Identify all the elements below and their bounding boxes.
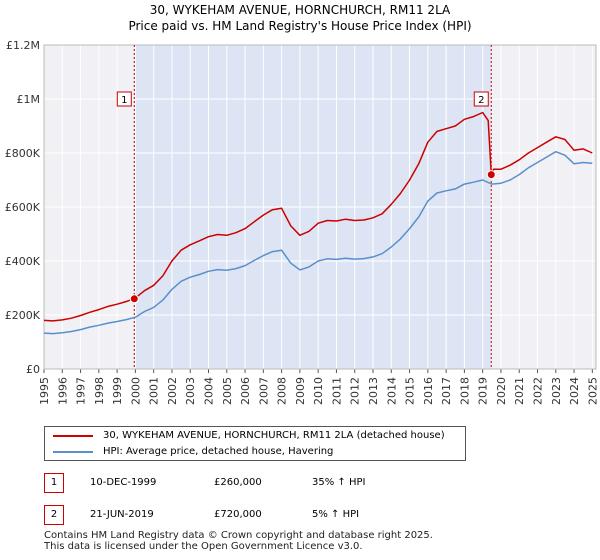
y-tick-label: £1.2M <box>6 39 40 52</box>
transaction-label-box <box>473 91 489 107</box>
transaction-hpi: 5% ↑ HPI <box>312 509 360 520</box>
transaction-label-box <box>116 91 132 107</box>
y-tick-label: £400K <box>5 255 41 268</box>
hpi-line <box>43 150 593 335</box>
footer-copyright: Contains HM Land Registry data © Crown c… <box>44 530 433 541</box>
x-tick-label: 2021 <box>513 377 526 405</box>
y-tick-label: £600K <box>5 201 41 214</box>
x-tick-label: 1998 <box>93 377 106 405</box>
transaction-label: 1 <box>121 95 127 106</box>
x-tick-label: 2022 <box>532 377 545 405</box>
x-tick-label: 2014 <box>385 377 398 405</box>
y-tick-label: £1M <box>17 93 41 106</box>
transaction-badge: 1 <box>44 473 64 493</box>
transaction-point <box>486 170 496 180</box>
y-tick-label: £200K <box>5 309 41 322</box>
transaction-point <box>129 294 139 304</box>
x-tick-label: 2017 <box>440 377 453 405</box>
x-tick-label: 2018 <box>458 377 471 405</box>
legend: 30, WYKEHAM AVENUE, HORNCHURCH, RM11 2LA… <box>44 426 466 461</box>
x-tick-label: 2012 <box>349 377 362 405</box>
x-tick-label: 2015 <box>404 377 417 405</box>
x-tick-label: 2008 <box>276 377 289 405</box>
x-tick-label: 2020 <box>495 377 508 405</box>
x-tick-label: 2002 <box>166 377 179 405</box>
transaction-price: £720,000 <box>214 509 262 520</box>
x-tick-label: 2010 <box>312 377 325 405</box>
x-tick-label: 2011 <box>330 377 343 405</box>
x-tick-label: 1999 <box>111 377 124 405</box>
x-tick-label: 2006 <box>239 377 252 405</box>
legend-label-property: 30, WYKEHAM AVENUE, HORNCHURCH, RM11 2LA… <box>103 430 445 441</box>
x-tick-label: 2009 <box>294 377 307 405</box>
footer-licence: This data is licensed under the Open Gov… <box>44 541 363 552</box>
plot-border <box>43 44 597 370</box>
legend-line-property <box>53 435 93 437</box>
chart-subtitle: Price paid vs. HM Land Registry's House … <box>128 19 472 33</box>
chart-title: 30, WYKEHAM AVENUE, HORNCHURCH, RM11 2LA <box>149 3 451 17</box>
x-tick-label: 2019 <box>477 377 490 405</box>
x-tick-label: 2005 <box>221 377 234 405</box>
x-tick-label: 2004 <box>203 377 216 405</box>
legend-label-hpi: HPI: Average price, detached house, Have… <box>103 446 334 457</box>
transaction-hpi: 35% ↑ HPI <box>312 477 366 488</box>
transaction-badge: 2 <box>44 505 64 525</box>
footer: Contains HM Land Registry data © Crown c… <box>44 530 433 552</box>
x-tick-label: 2024 <box>568 377 581 405</box>
x-tick-label: 2001 <box>148 377 161 405</box>
x-tick-label: 2023 <box>550 377 563 405</box>
x-tick-label: 2013 <box>367 377 380 405</box>
x-tick-label: 1995 <box>38 377 51 405</box>
x-tick-label: 1996 <box>56 377 69 405</box>
x-tick-label: 2016 <box>422 377 435 405</box>
transaction-price: £260,000 <box>214 477 262 488</box>
y-tick-label: £800K <box>5 147 41 160</box>
x-tick-label: 2007 <box>257 377 270 405</box>
x-tick-label: 2025 <box>586 377 599 405</box>
legend-line-hpi <box>53 451 93 453</box>
transaction-date: 10-DEC-1999 <box>90 477 157 488</box>
price-chart: £0 £200K £400K £600K £800K £1M £1.2M 1995 1996 19… <box>5 39 600 405</box>
transaction-date: 21-JUN-2019 <box>90 509 154 520</box>
transaction-label: 2 <box>478 95 484 106</box>
x-tick-label: 2003 <box>184 377 197 405</box>
y-tick-label: £0 <box>26 363 40 376</box>
x-tick-label: 2000 <box>129 377 142 405</box>
x-tick-label: 1997 <box>75 377 88 405</box>
